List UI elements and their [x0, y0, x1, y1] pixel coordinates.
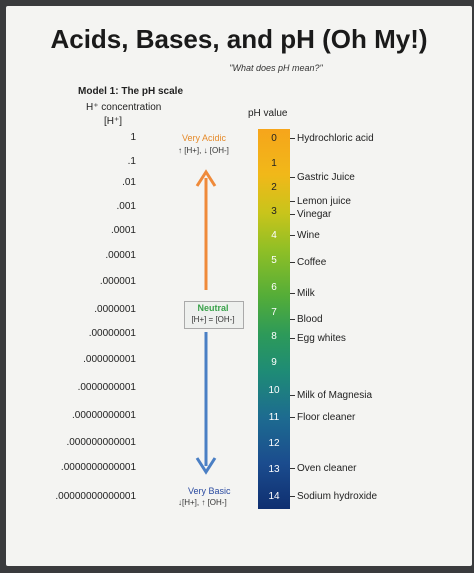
concentration-6: .000001	[99, 276, 136, 287]
ph-color-bar	[258, 129, 290, 509]
concentration-3: .001	[116, 201, 136, 212]
substance-wine: Wine	[290, 230, 320, 241]
h-concentration-header: H⁺ concentration	[86, 102, 162, 113]
substance-milk: Milk	[290, 288, 315, 299]
substance-vinegar: Vinegar	[290, 209, 331, 220]
neutral-label: Neutral	[197, 303, 229, 313]
worksheet-page: Acids, Bases, and pH (Oh My!) "What does…	[6, 6, 472, 566]
concentration-5: .00001	[105, 250, 136, 261]
base-arrow-head	[195, 457, 217, 475]
ph-number-1: 1	[271, 158, 277, 169]
substance-egg-whites: Egg whites	[290, 333, 346, 344]
ph-number-13: 13	[268, 464, 280, 475]
concentration-9: .000000001	[83, 354, 136, 365]
ph-number-6: 6	[271, 282, 277, 293]
neutral-subtext: [H+] = [OH-]	[191, 315, 235, 324]
concentration-8: .00000001	[88, 328, 136, 339]
ph-number-10: 10	[268, 385, 280, 396]
concentration-4: .0001	[110, 225, 136, 236]
concentration-2: .01	[122, 177, 136, 188]
ph-number-7: 7	[271, 307, 277, 318]
acidic-subtext: ↑ [H+], ↓ [OH-]	[178, 146, 229, 155]
substance-lemon-juice: Lemon juice	[290, 196, 351, 207]
ph-number-9: 9	[271, 357, 277, 368]
ph-value-header: pH value	[248, 108, 288, 119]
ph-number-2: 2	[271, 182, 277, 193]
substance-blood: Blood	[290, 314, 323, 325]
substance-hydrochloric-acid: Hydrochloric acid	[290, 133, 374, 144]
page-title: Acids, Bases, and pH (Oh My!)	[50, 24, 428, 54]
very-basic-label: Very Basic	[188, 486, 231, 496]
acid-arrow-head	[195, 169, 217, 187]
substance-milk-of-magnesia: Milk of Magnesia	[290, 390, 372, 401]
page-subtitle: "What does pH mean?"	[229, 63, 323, 73]
model-label: Model 1: The pH scale	[78, 86, 184, 97]
h-symbol-header: [H⁺]	[104, 116, 123, 127]
ph-number-11: 11	[268, 412, 280, 423]
ph-number-3: 3	[271, 206, 277, 217]
ph-number-14: 14	[268, 491, 280, 502]
arrows-graphic	[195, 169, 217, 475]
very-acidic-label: Very Acidic	[182, 133, 227, 143]
substance-oven-cleaner: Oven cleaner	[290, 463, 356, 474]
substance-sodium-hydroxide: Sodium hydroxide	[290, 491, 377, 502]
ph-number-0: 0	[271, 133, 277, 144]
substance-floor-cleaner: Floor cleaner	[290, 412, 355, 423]
concentration-13: .0000000000001	[60, 462, 136, 473]
ph-number-4: 4	[271, 230, 277, 241]
neutral-box	[184, 301, 244, 329]
concentration-0: 1	[130, 132, 136, 143]
concentration-11: .00000000001	[72, 410, 136, 421]
substance-coffee: Coffee	[290, 257, 326, 268]
concentration-1: .1	[127, 156, 136, 167]
substance-gastric-juice: Gastric Juice	[290, 172, 355, 183]
basic-subtext: ↓[H+], ↑ [OH-]	[178, 498, 227, 507]
ph-number-8: 8	[271, 331, 277, 342]
concentration-10: .0000000001	[77, 382, 136, 393]
concentration-14: .00000000000001	[55, 491, 136, 502]
concentration-12: .000000000001	[66, 437, 136, 448]
ph-number-12: 12	[268, 438, 280, 449]
concentration-7: .0000001	[94, 304, 136, 315]
ph-number-5: 5	[271, 255, 277, 266]
